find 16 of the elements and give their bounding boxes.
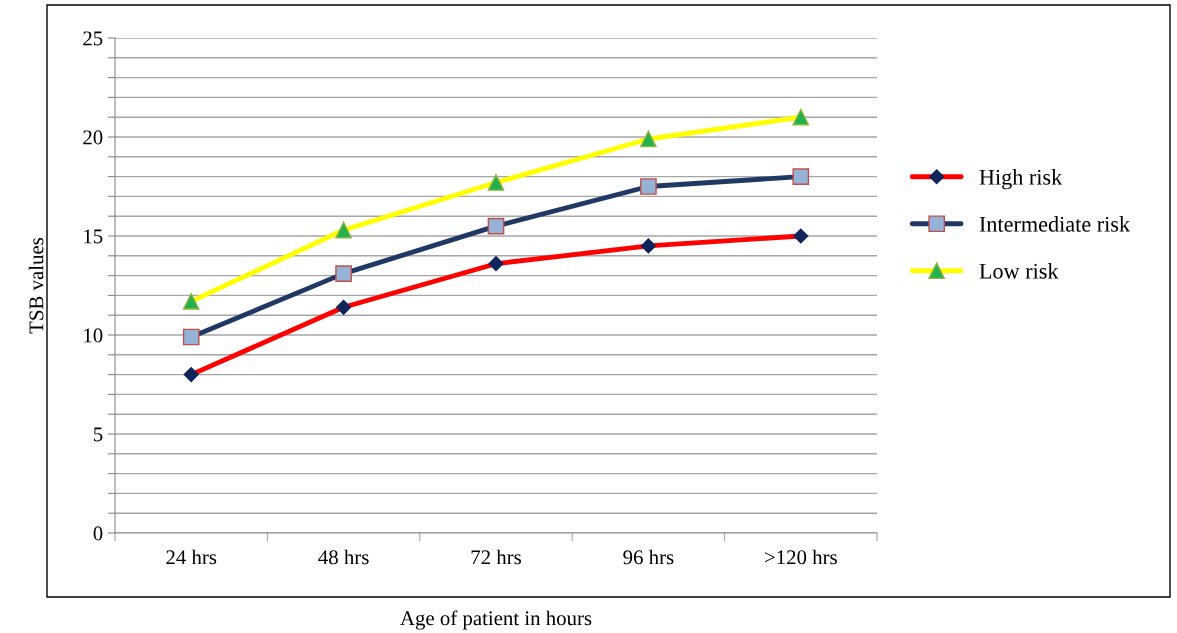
legend-label: Intermediate risk	[979, 216, 1131, 232]
x-tick-label: 96 hrs	[623, 549, 674, 565]
y-tick-label: 5	[93, 427, 103, 442]
y-tick-label: 20	[83, 130, 103, 145]
y-axis-title: TSB values	[28, 237, 44, 334]
y-tick-label: 15	[84, 229, 103, 244]
x-tick-label: 72 hrs	[471, 549, 521, 565]
x-tick-label: >120 hrs	[765, 549, 837, 565]
legend-label: Low risk	[979, 263, 1059, 279]
x-tick-label: 24 hrs	[166, 549, 217, 565]
legend-label: High risk	[979, 169, 1063, 190]
y-tick-label: 0	[93, 526, 103, 541]
x-axis-title: Age of patient in hours	[400, 610, 592, 630]
x-tick-label: 48 hrs	[318, 549, 369, 565]
y-tick-label: 25	[83, 31, 103, 46]
y-tick-label: 10	[84, 328, 103, 343]
